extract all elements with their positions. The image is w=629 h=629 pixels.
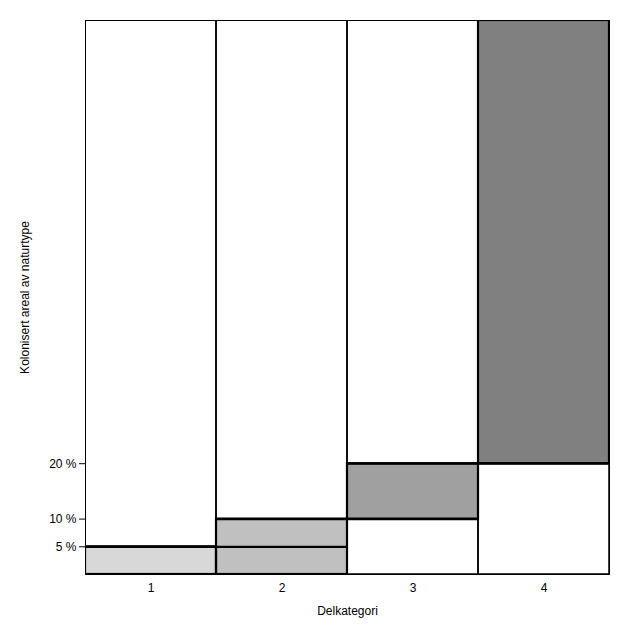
svg-text:10 %: 10 % [49,512,77,526]
svg-text:20 %: 20 % [49,457,77,471]
svg-text:5 %: 5 % [56,540,77,554]
svg-text:Delkategori: Delkategori [317,604,378,618]
svg-text:2: 2 [279,581,286,595]
svg-text:3: 3 [410,581,417,595]
svg-text:4: 4 [541,581,548,595]
svg-text:1: 1 [148,581,155,595]
svg-text:Kolonisert areal av naturtype: Kolonisert areal av naturtype [18,221,32,374]
